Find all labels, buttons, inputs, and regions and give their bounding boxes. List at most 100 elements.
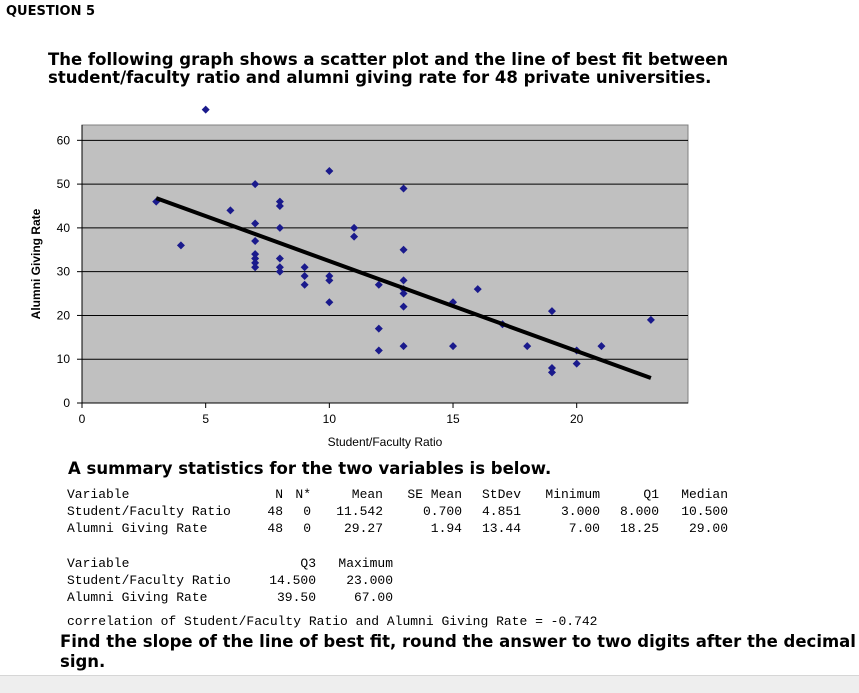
correlation: correlation of Student/Faculty Ratio and… xyxy=(67,614,598,629)
point xyxy=(251,180,260,189)
prompt-line: student/faculty ratio and alumni giving … xyxy=(48,68,712,87)
point xyxy=(201,105,210,114)
chart: 0 10 20 30 40 50 60 0 5 10 15 20 Student/Faculty Rat… xyxy=(29,105,689,449)
point xyxy=(523,342,532,351)
table-cell: Alumni Giving Rate xyxy=(67,521,208,536)
x-axis-label: Student/Faculty Ratio xyxy=(328,435,443,449)
table-cell: Maximum xyxy=(338,556,393,571)
point xyxy=(251,263,260,272)
point xyxy=(547,307,556,316)
table-cell: 11.542 xyxy=(336,504,383,519)
point xyxy=(547,368,556,377)
point xyxy=(152,197,161,206)
table-cell: Minimum xyxy=(545,487,600,502)
summary-intro: A summary statistics for the two variabl… xyxy=(68,459,552,478)
table-cell: Mean xyxy=(351,487,383,502)
y-axis-label: Alumni Giving Rate xyxy=(29,208,43,319)
footer-bar xyxy=(0,675,859,693)
point xyxy=(300,272,309,281)
point xyxy=(251,219,260,228)
plot-area xyxy=(81,124,689,404)
point xyxy=(251,237,260,246)
point xyxy=(251,254,260,263)
y-tick-label: 60 xyxy=(57,133,71,147)
table-cell: 0.700 xyxy=(422,504,462,519)
x-tick-label: 15 xyxy=(446,412,460,426)
table-cell: 48 xyxy=(267,504,283,519)
point xyxy=(251,250,260,259)
table-cell: 48 xyxy=(267,521,283,536)
point xyxy=(226,206,235,215)
table-cell: 67.00 xyxy=(353,590,393,605)
question-line: sign. xyxy=(60,652,106,671)
point xyxy=(350,223,359,232)
point xyxy=(547,363,556,372)
table-cell: 1.94 xyxy=(430,521,462,536)
point xyxy=(325,298,334,307)
table-cell: 3.000 xyxy=(560,504,600,519)
point xyxy=(399,184,408,193)
point xyxy=(399,302,408,311)
table-cell: 29.27 xyxy=(343,521,383,536)
table-cell: 4.851 xyxy=(481,504,521,519)
point xyxy=(300,280,309,289)
point xyxy=(374,280,383,289)
point xyxy=(275,263,284,272)
table-cell: SE Mean xyxy=(407,487,462,502)
table-cell: Q1 xyxy=(643,487,659,502)
table-cell: Variable xyxy=(67,487,130,502)
x-tick-label: 20 xyxy=(570,412,584,426)
table-cell: 13.44 xyxy=(481,521,521,536)
point xyxy=(325,272,334,281)
table-cell: 0 xyxy=(303,521,311,536)
table-cell: Variable xyxy=(67,556,130,571)
point xyxy=(399,289,408,298)
table-cell: 0 xyxy=(303,504,311,519)
table-cell: 8.000 xyxy=(619,504,659,519)
point xyxy=(275,267,284,276)
point xyxy=(325,166,334,175)
table-cell: Student/Faculty Ratio xyxy=(67,504,231,519)
table-cell: 10.500 xyxy=(681,504,728,519)
table-cell: StDev xyxy=(481,487,521,502)
table-cell: Median xyxy=(681,487,728,502)
table-cell: N xyxy=(275,487,283,502)
table-cell: 7.00 xyxy=(568,521,600,536)
point xyxy=(350,232,359,241)
x-tick-label: 5 xyxy=(202,412,209,426)
y-tick-label: 10 xyxy=(57,352,71,366)
trendline xyxy=(155,196,652,380)
table-cell: 14.500 xyxy=(269,573,316,588)
point xyxy=(473,285,482,294)
x-tick-label: 10 xyxy=(323,412,337,426)
point xyxy=(449,342,458,351)
point xyxy=(374,346,383,355)
question-line: Find the slope of the line of best fit, … xyxy=(60,632,856,651)
point xyxy=(251,258,260,267)
y-tick-label: 30 xyxy=(57,265,71,279)
point xyxy=(275,201,284,210)
point xyxy=(300,263,309,272)
table-cell: Q3 xyxy=(300,556,316,571)
prompt-line: The following graph shows a scatter plot… xyxy=(48,50,729,69)
table-cell: N* xyxy=(295,487,311,502)
y-tick-label: 50 xyxy=(57,177,71,191)
point xyxy=(325,276,334,285)
point xyxy=(399,342,408,351)
question-header: QUESTION 5 xyxy=(6,4,96,19)
point xyxy=(399,276,408,285)
table-cell: Alumni Giving Rate xyxy=(67,590,208,605)
point xyxy=(275,254,284,263)
point xyxy=(399,245,408,254)
table-cell: 29.00 xyxy=(688,521,728,536)
y-tick-label: 40 xyxy=(57,221,71,235)
point xyxy=(374,324,383,333)
point xyxy=(275,197,284,206)
y-tick-label: 20 xyxy=(57,308,71,322)
x-tick-label: 0 xyxy=(79,412,86,426)
point xyxy=(176,241,185,250)
point xyxy=(597,342,606,351)
point xyxy=(275,223,284,232)
table-cell: Student/Faculty Ratio xyxy=(67,573,231,588)
